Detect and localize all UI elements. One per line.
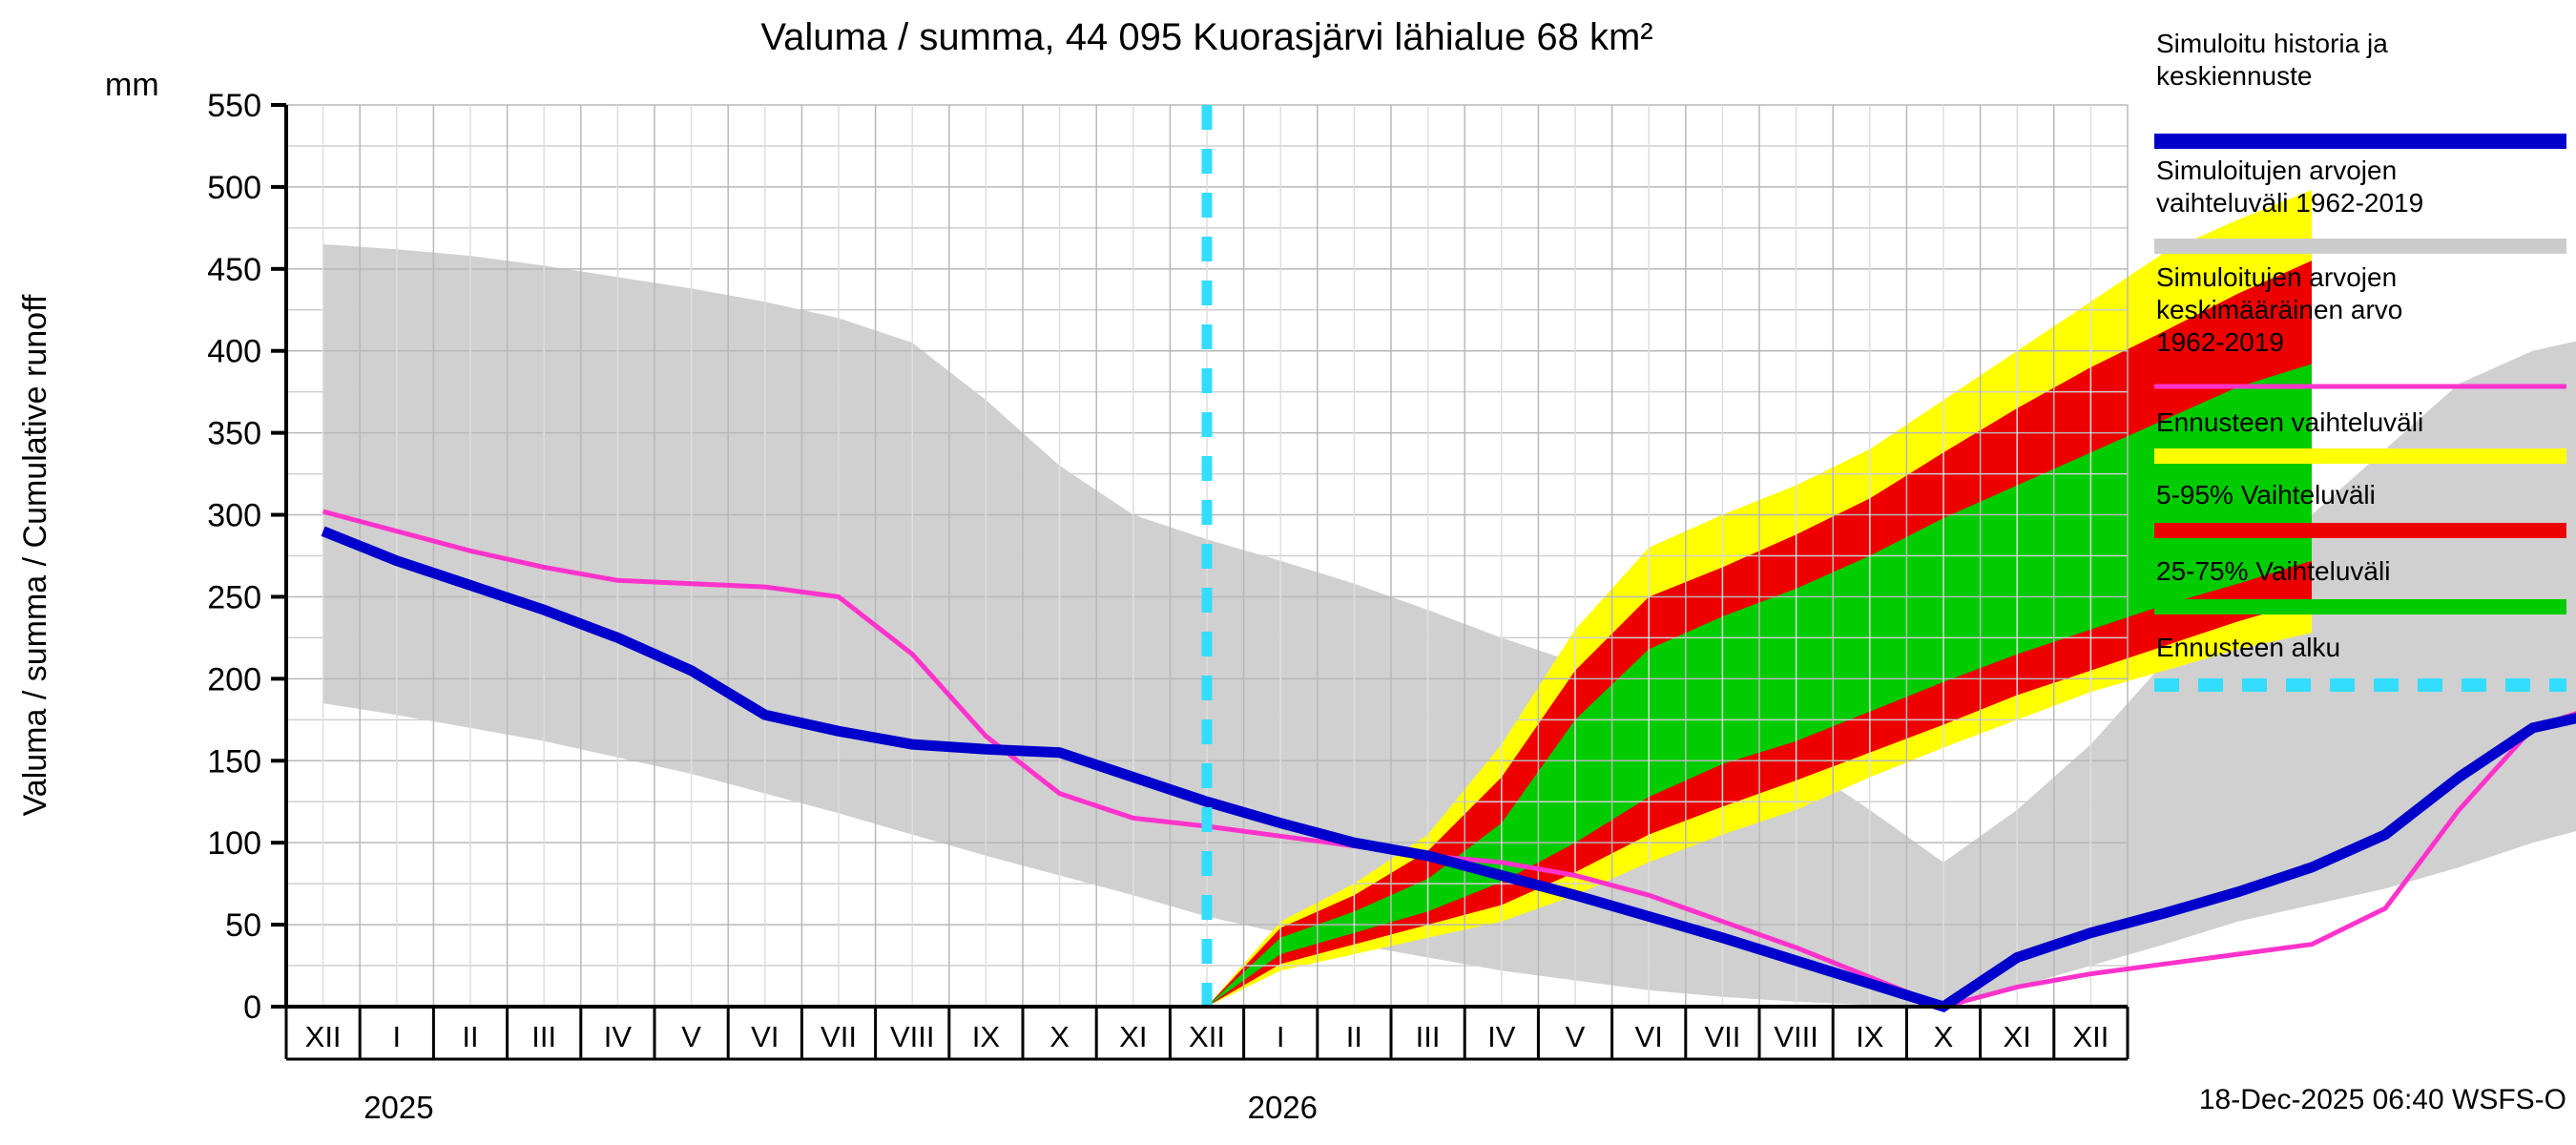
x-tick-label: X xyxy=(1934,1020,1954,1053)
legend-label: Simuloitujen arvojen xyxy=(2156,262,2397,292)
historical-range-band xyxy=(322,244,2576,1007)
x-tick-label: V xyxy=(681,1020,701,1053)
x-tick-label: VII xyxy=(821,1020,857,1053)
x-tick-label: IX xyxy=(1856,1020,1884,1053)
chart-legend: Simuloitu historia ja keskiennuste Simuloi… xyxy=(2154,29,2566,692)
y-tick-label: 450 xyxy=(207,252,261,288)
x-tick-label: XII xyxy=(1189,1020,1225,1053)
x-tick-label: XI xyxy=(2004,1020,2031,1053)
legend-label: 5-95% Vaihteluväli xyxy=(2156,480,2376,510)
x-tick-label: I xyxy=(1277,1020,1285,1053)
y-axis-unit: mm xyxy=(105,67,159,103)
x-tick-label: X xyxy=(1049,1020,1070,1053)
y-tick-label: 50 xyxy=(225,907,261,944)
y-tick-label: 500 xyxy=(207,170,261,206)
x-tick-label: V xyxy=(1566,1020,1586,1053)
legend-label: Ennusteen vaihteluväli xyxy=(2156,407,2423,437)
footer-timestamp: 18-Dec-2025 06:40 WSFS-O xyxy=(2199,1084,2566,1115)
legend-label: keskimääräinen arvo xyxy=(2156,295,2402,324)
x-tick-label: IX xyxy=(972,1020,1001,1053)
legend-label: Simuloitujen arvojen xyxy=(2156,156,2397,185)
y-tick-label: 350 xyxy=(207,416,261,452)
legend-label: Simuloitu historia ja xyxy=(2156,29,2388,58)
x-tick-label: XI xyxy=(1119,1020,1147,1053)
y-tick-label: 300 xyxy=(207,498,261,534)
y-tick-label: 550 xyxy=(207,88,261,124)
legend-label: vaihteluväli 1962-2019 xyxy=(2156,188,2423,218)
y-tick-label: 200 xyxy=(207,661,261,697)
x-tick-label: IV xyxy=(1487,1020,1516,1053)
legend-label: 1962-2019 xyxy=(2156,327,2284,357)
x-tick-label: III xyxy=(531,1020,556,1053)
y-tick-label: 250 xyxy=(207,579,261,615)
data-lines xyxy=(321,509,2576,1013)
x-tick-label: IV xyxy=(604,1020,633,1053)
chart-title: Valuma / summa, 44 095 Kuorasjärvi lähia… xyxy=(760,16,1652,58)
x-tick-label: II xyxy=(1346,1020,1362,1053)
axes xyxy=(284,105,2128,1061)
x-axis-year-2025: 2025 xyxy=(364,1090,433,1125)
y-tick-label: 150 xyxy=(207,743,261,780)
legend-label: keskiennuste xyxy=(2156,61,2312,91)
y-axis-ticks: 0 50 100 150 200 250 300 350 400 450 500 550 xyxy=(207,88,286,1026)
y-axis-label: Valuma / summa / Cumulative runoff xyxy=(17,294,53,816)
x-tick-label: VI xyxy=(1635,1020,1663,1053)
x-tick-label: I xyxy=(392,1020,401,1053)
legend-label: Ennusteen alku xyxy=(2156,633,2340,662)
x-tick-label: III xyxy=(1416,1020,1441,1053)
y-tick-label: 100 xyxy=(207,825,261,862)
x-tick-label: XII xyxy=(2072,1020,2109,1053)
x-tick-label: II xyxy=(462,1020,478,1053)
x-axis-month-cells: XII I II III IV V VI VII VIII IX X XI XII I II III IV V VI… xyxy=(284,1007,2129,1059)
x-tick-label: VIII xyxy=(890,1020,935,1053)
x-tick-label: VI xyxy=(751,1020,779,1053)
x-tick-label: VII xyxy=(1704,1020,1740,1053)
legend-label: 25-75% Vaihteluväli xyxy=(2156,556,2390,586)
y-tick-label: 0 xyxy=(243,989,261,1026)
x-tick-label: VIII xyxy=(1774,1020,1818,1053)
y-tick-label: 400 xyxy=(207,334,261,370)
x-tick-label: XII xyxy=(305,1020,342,1053)
x-axis-year-2026: 2026 xyxy=(1248,1090,1318,1125)
